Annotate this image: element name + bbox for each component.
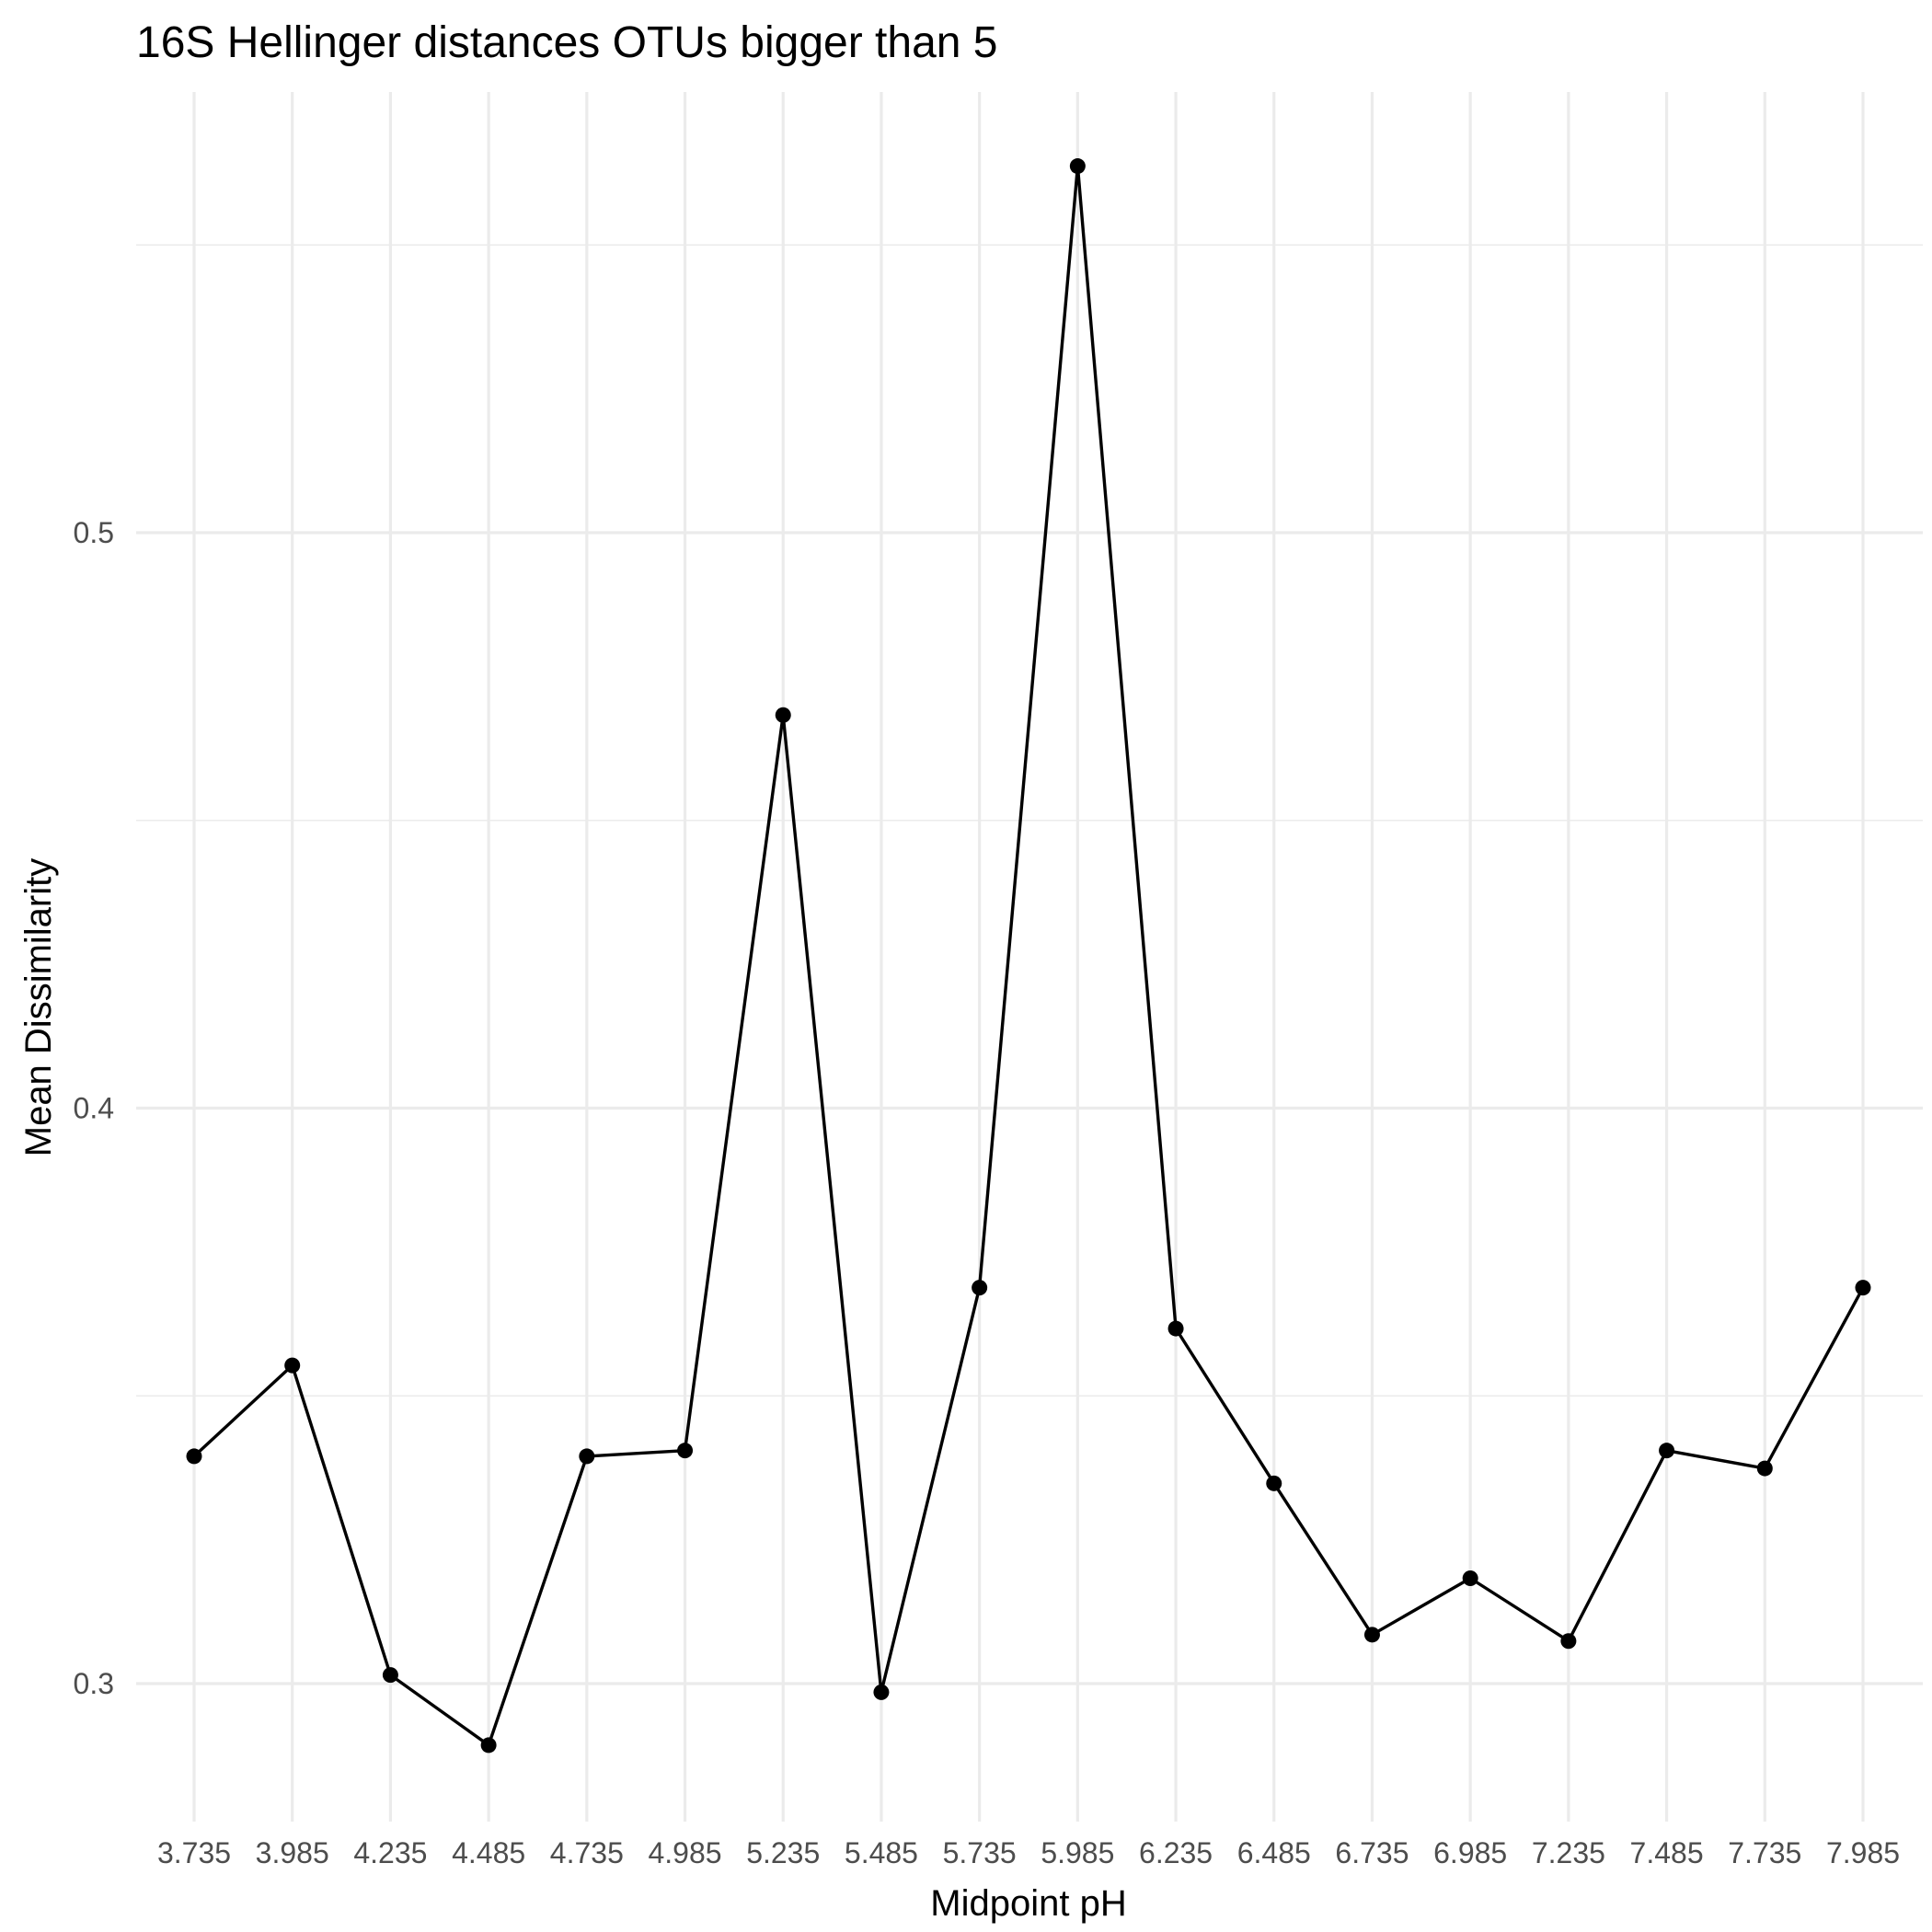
data-point	[579, 1448, 595, 1465]
y-tick-label: 0.3	[74, 1667, 114, 1700]
data-point	[1069, 158, 1086, 175]
x-tick-label: 7.985	[1826, 1836, 1900, 1869]
x-tick-label: 7.235	[1532, 1836, 1605, 1869]
x-tick-label: 5.235	[746, 1836, 820, 1869]
data-point	[1560, 1633, 1577, 1650]
data-point	[1167, 1320, 1184, 1337]
y-tick-label: 0.4	[74, 1092, 114, 1125]
x-tick-label: 3.735	[157, 1836, 231, 1869]
x-tick-label: 4.485	[452, 1836, 525, 1869]
series-line	[192, 164, 1865, 1747]
data-point	[775, 707, 791, 723]
data-point	[1855, 1280, 1871, 1296]
x-axis-title: Midpoint pH	[930, 1883, 1126, 1924]
y-axis-title: Mean Dissimilarity	[18, 858, 59, 1157]
data-point	[480, 1737, 497, 1754]
data-series	[186, 158, 1871, 1754]
data-point	[677, 1443, 694, 1459]
y-tick-label: 0.5	[74, 516, 114, 549]
data-point	[186, 1448, 202, 1465]
data-point	[873, 1684, 890, 1700]
x-tick-label: 6.485	[1237, 1836, 1311, 1869]
data-point	[382, 1667, 398, 1684]
y-axis-tick-labels: 0.3 0.4 0.5	[74, 516, 114, 1700]
x-tick-label: 7.735	[1728, 1836, 1801, 1869]
x-tick-label: 3.985	[256, 1836, 329, 1869]
x-tick-label: 4.985	[648, 1836, 721, 1869]
grid-lines	[136, 92, 1923, 1822]
x-tick-label: 6.985	[1433, 1836, 1507, 1869]
x-axis-tick-labels: 3.735 3.985 4.235 4.485 4.735 4.985 5.235 5.485…	[157, 1836, 1900, 1869]
x-tick-label: 4.735	[550, 1836, 624, 1869]
x-tick-label: 5.985	[1041, 1836, 1114, 1869]
data-point	[1659, 1443, 1675, 1459]
x-tick-label: 6.735	[1335, 1836, 1409, 1869]
x-tick-label: 5.735	[943, 1836, 1017, 1869]
data-point	[1756, 1460, 1773, 1477]
data-point	[284, 1357, 301, 1374]
data-point	[972, 1280, 988, 1296]
data-point	[1266, 1475, 1282, 1491]
data-point	[1363, 1627, 1380, 1643]
x-tick-label: 6.235	[1139, 1836, 1213, 1869]
x-tick-label: 4.235	[353, 1836, 427, 1869]
chart-title: 16S Hellinger distances OTUs bigger than…	[136, 18, 998, 67]
x-tick-label: 7.485	[1630, 1836, 1704, 1869]
data-point	[1462, 1570, 1478, 1587]
x-tick-label: 5.485	[845, 1836, 918, 1869]
